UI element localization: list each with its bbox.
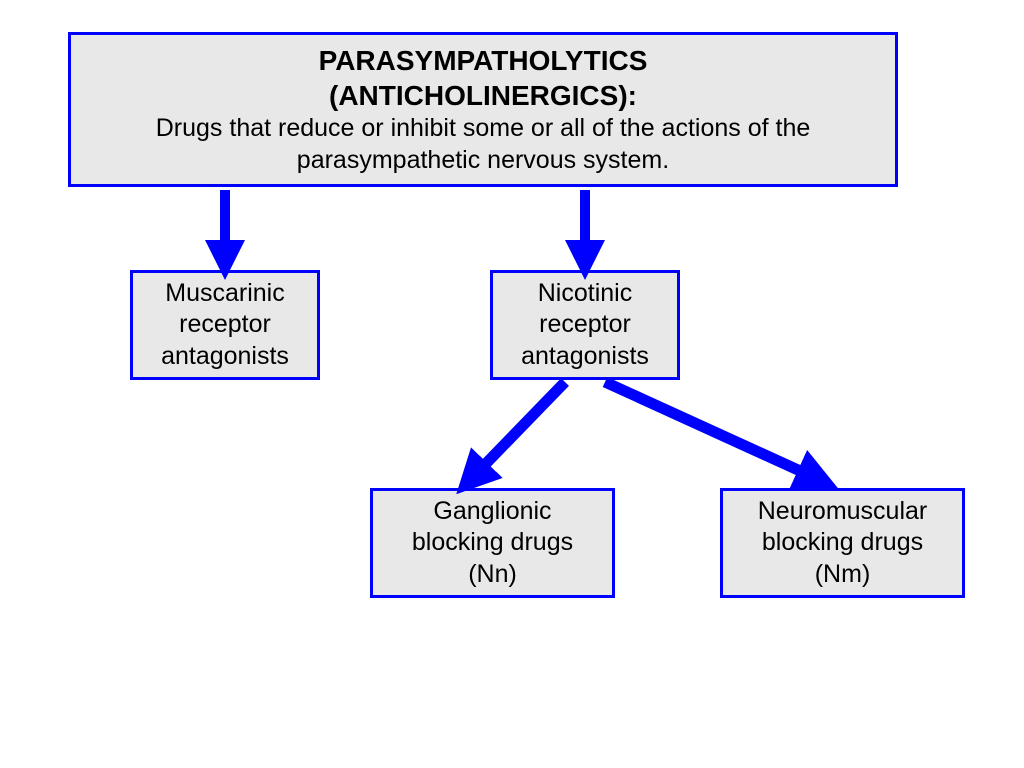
arrows-layer [0,0,1024,768]
arrow-nicotinic-to-ganglionic [470,382,565,480]
arrow-nicotinic-to-neuromuscular [605,382,820,480]
diagram-canvas: PARASYMPATHOLYTICS (ANTICHOLINERGICS): D… [0,0,1024,768]
